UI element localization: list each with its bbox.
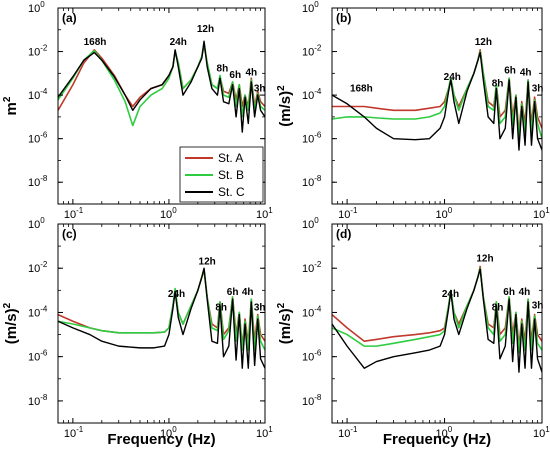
x-axis-title: Frequency (Hz) bbox=[383, 431, 491, 448]
peak-annotation: 6h bbox=[229, 70, 241, 81]
peak-annotation: 12h bbox=[197, 24, 214, 35]
series-lines bbox=[58, 40, 265, 133]
peak-annotation: 3h bbox=[254, 303, 266, 314]
y-tick-label: 10-8 bbox=[302, 174, 322, 189]
x-tick-label: 10-1 bbox=[64, 425, 84, 440]
x-tick-label: 101 bbox=[256, 206, 273, 221]
y-tick-label: 100 bbox=[28, 216, 45, 231]
x-tick-label: 100 bbox=[160, 425, 177, 440]
peak-annotation: 4h bbox=[520, 67, 532, 78]
peak-annotation: 6h bbox=[503, 287, 515, 298]
x-tick-label: 10-1 bbox=[64, 206, 84, 221]
x-tick-label: 101 bbox=[256, 425, 273, 440]
y-axis-title: (m/s)2 bbox=[276, 302, 294, 344]
peak-annotation: 12h bbox=[199, 256, 216, 267]
y-tick-label: 10-4 bbox=[302, 87, 322, 102]
peak-annotation: 24h bbox=[444, 72, 461, 83]
peak-annotation: 4h bbox=[245, 67, 257, 78]
y-tick-label: 10-6 bbox=[28, 131, 48, 146]
y-axis-title: (m/s)2 bbox=[2, 302, 20, 344]
y-axis-title: m2 bbox=[2, 96, 20, 115]
peak-annotation: 8h bbox=[492, 303, 504, 314]
x-tick-label: 101 bbox=[533, 425, 550, 440]
y-tick-label: 10-4 bbox=[302, 304, 322, 319]
peak-annotation: 8h bbox=[217, 64, 229, 75]
x-axis-title: Frequency (Hz) bbox=[107, 431, 215, 448]
y-tick-label: 10-4 bbox=[28, 87, 48, 102]
y-tick-label: 10-2 bbox=[28, 44, 48, 59]
plot-frame bbox=[57, 7, 266, 205]
y-tick-label: 100 bbox=[28, 0, 45, 15]
series-line-st-c bbox=[332, 51, 542, 151]
peak-annotation: 24h bbox=[170, 37, 187, 48]
panel-label: (c) bbox=[62, 227, 77, 241]
series-line-st-c bbox=[58, 267, 265, 369]
legend-label: St. A bbox=[218, 151, 243, 165]
series-lines bbox=[332, 265, 542, 373]
series-lines bbox=[332, 49, 542, 151]
plot-frame bbox=[331, 7, 543, 205]
y-tick-label: 10-8 bbox=[302, 393, 322, 408]
legend-label: St. B bbox=[218, 168, 244, 182]
y-axis-title: (m/s)2 bbox=[276, 85, 294, 127]
y-tick-label: 10-6 bbox=[28, 349, 48, 364]
peak-annotation: 3h bbox=[532, 301, 544, 312]
y-tick-label: 10-6 bbox=[302, 349, 322, 364]
legend: St. A St. B St. C bbox=[179, 146, 264, 203]
y-tick-label: 10-8 bbox=[28, 174, 48, 189]
panel-b: 10-1 100 101 10-8 10-6 10-4 10-2 100 (m/s)2 (b) 16… bbox=[276, 0, 550, 221]
peak-annotation: 4h bbox=[242, 287, 254, 298]
x-tick-label: 100 bbox=[436, 425, 453, 440]
x-tick-label: 10-1 bbox=[338, 206, 358, 221]
peak-annotation: 8h bbox=[215, 303, 227, 314]
y-tick-label: 100 bbox=[302, 216, 319, 231]
x-tick-label: 10-1 bbox=[338, 425, 358, 440]
y-tick-label: 10-4 bbox=[28, 304, 48, 319]
panel-label: (d) bbox=[336, 227, 351, 241]
series-line-st-c bbox=[332, 268, 542, 373]
panel-label: (b) bbox=[336, 11, 351, 25]
peak-annotation: 168h bbox=[350, 83, 373, 94]
peak-annotation: 24h bbox=[168, 289, 185, 300]
y-tick-label: 10-2 bbox=[28, 260, 48, 275]
legend-label: St. C bbox=[218, 185, 245, 199]
peak-annotation: 6h bbox=[504, 65, 516, 76]
peak-annotation: 4h bbox=[519, 287, 531, 298]
series-line-st-c bbox=[58, 40, 265, 133]
peak-annotation: 8h bbox=[492, 78, 504, 89]
y-tick-label: 10-2 bbox=[302, 260, 322, 275]
panel-d: 10-1 100 101 10-8 10-6 10-4 10-2 100 (m/s)2 Frequ… bbox=[276, 216, 550, 448]
x-tick-label: 101 bbox=[533, 206, 550, 221]
peak-annotation: 3h bbox=[532, 83, 544, 94]
peak-annotation: 12h bbox=[476, 254, 493, 265]
series-lines bbox=[58, 267, 265, 369]
plot-frame bbox=[331, 223, 543, 424]
peak-annotation: 168h bbox=[84, 37, 107, 48]
y-tick-label: 100 bbox=[302, 0, 319, 15]
peak-annotation: 12h bbox=[475, 37, 492, 48]
plot-frame bbox=[57, 223, 266, 424]
panel-c: 10-1 100 101 10-8 10-6 10-4 10-2 100 (m/s)2 Frequ… bbox=[2, 216, 273, 448]
panel-a: 10-1 100 101 10-8 10-6 10-4 10-2 100 m2 (a) 168h 24… bbox=[2, 0, 273, 221]
panel-label: (a) bbox=[62, 11, 77, 25]
peak-annotation: 24h bbox=[442, 289, 459, 300]
peak-annotation: 3h bbox=[254, 83, 266, 94]
y-tick-label: 10-6 bbox=[302, 131, 322, 146]
y-tick-label: 10-2 bbox=[302, 44, 322, 59]
peak-annotation: 6h bbox=[227, 287, 239, 298]
x-tick-label: 100 bbox=[436, 206, 453, 221]
y-tick-label: 10-8 bbox=[28, 393, 48, 408]
x-tick-label: 100 bbox=[160, 206, 177, 221]
